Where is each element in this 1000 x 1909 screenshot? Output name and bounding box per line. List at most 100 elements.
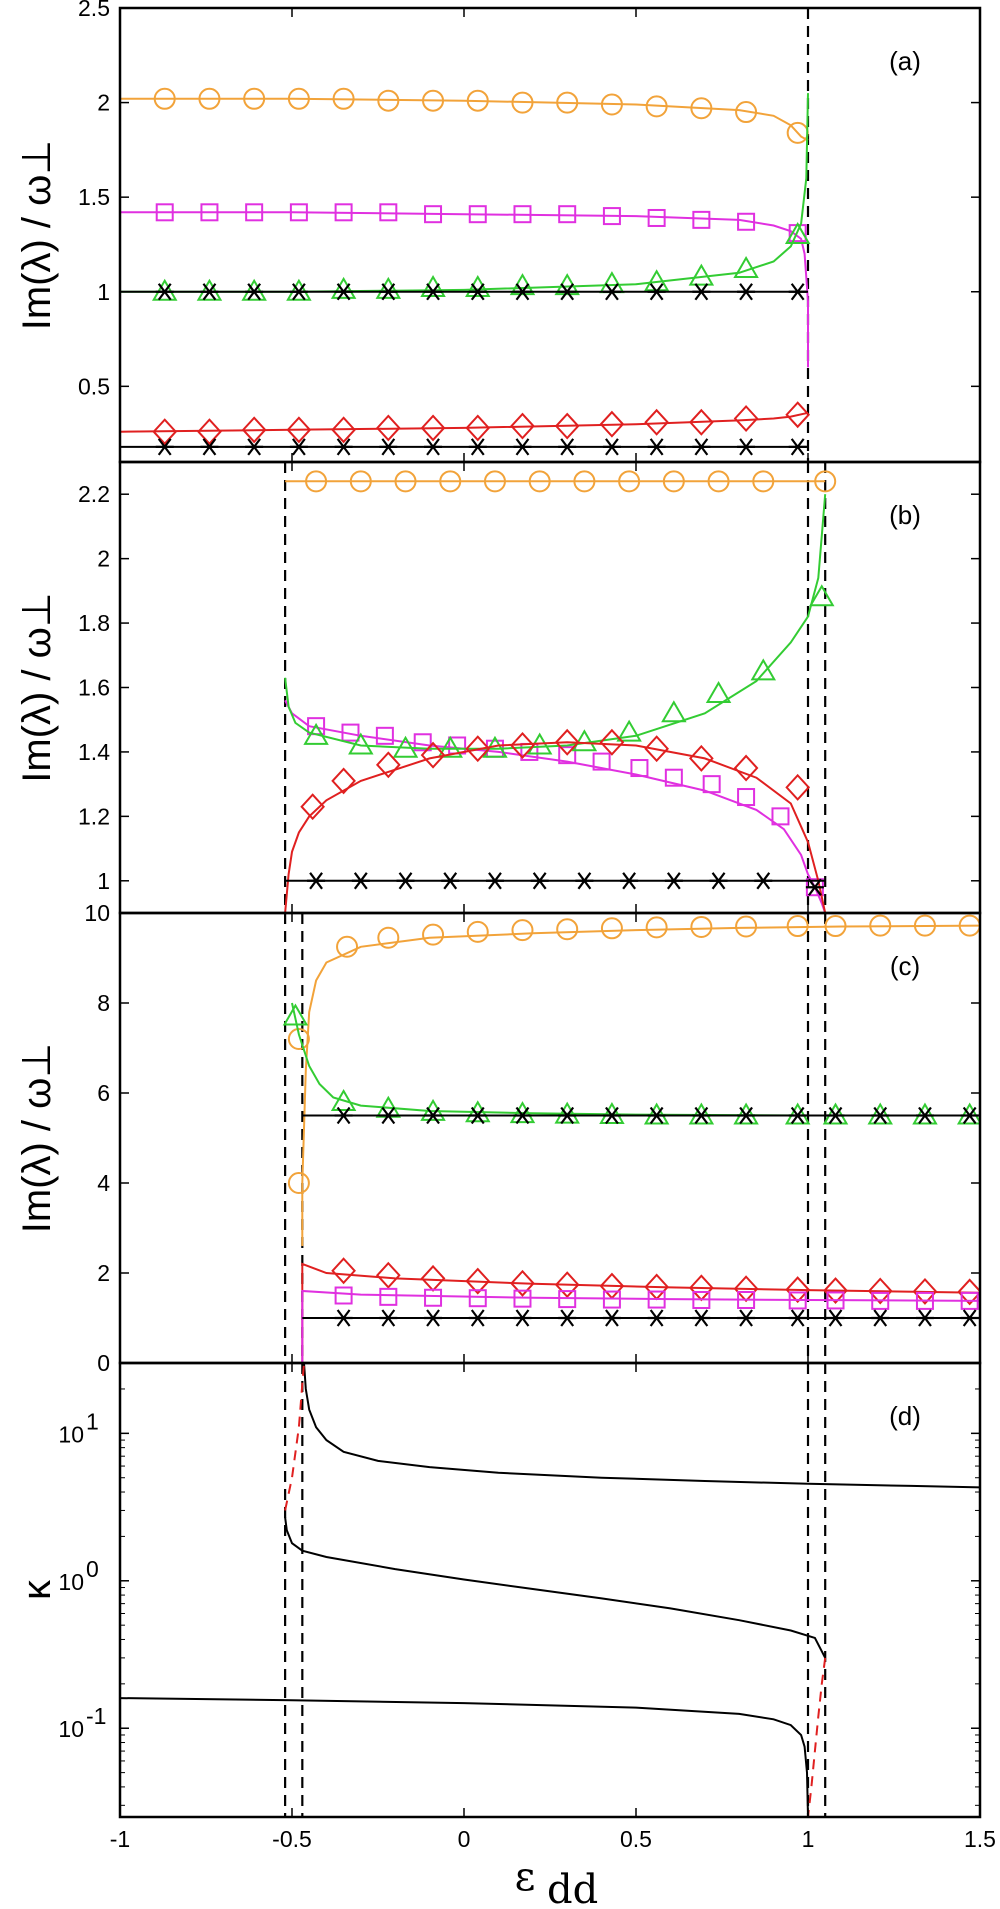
marker-star [468,283,487,301]
marker-circle [511,91,534,114]
marker-diamond [785,1276,811,1304]
marker-star [915,1106,934,1125]
marker-star [692,283,711,301]
y-tick-label: 1.4 [78,739,110,765]
marker-square [558,746,577,765]
y-tick-label: 2 [97,1260,110,1286]
marker-diamond [912,1277,938,1305]
panels: 0.5 1 1.5 2 2.5 (a) Im(λ) / ω⊥ 1 1.2 1.4 1.6 1.8 2 2.… [15,0,996,1909]
marker-circle [483,470,506,493]
marker-circle [573,470,596,493]
series-line-diamond [301,1262,980,1363]
marker-star [424,1309,443,1327]
marker-star [788,1309,807,1327]
y-tick-exponent: -1 [86,1703,106,1729]
marker-circle [618,470,641,493]
x-tick-label: -0.5 [272,1826,312,1852]
marker-star [424,1106,443,1125]
series-line-middle-unstable [807,1657,827,1817]
marker-diamond [420,741,446,769]
marker-star [620,872,639,890]
marker-circle [556,918,579,941]
marker-triangle [750,658,777,681]
marker-circle [645,916,668,939]
marker-triangle [784,1102,811,1125]
marker-circle [556,91,579,114]
marker-diamond [644,735,669,763]
marker-square [289,203,308,222]
marker-square [334,203,353,222]
marker-square [413,733,432,752]
marker-square [647,1290,666,1309]
marker-circle [377,89,400,112]
marker-square [702,775,721,794]
marker-diamond [599,410,625,438]
marker-square [375,726,394,745]
marker-triangle [330,276,357,299]
y-axis-label: Im(λ) / ω⊥ [15,1043,59,1234]
marker-diamond [465,1267,491,1295]
marker-circle [690,97,713,120]
marker-square [200,203,219,222]
marker-star [200,283,219,301]
marker-circle [735,915,758,938]
y-tick-label: 10 [58,1569,84,1595]
axes-frame [118,6,982,464]
marker-star [307,872,326,890]
marker-diamond [197,418,222,446]
x-tick-label: 0 [458,1826,471,1852]
panel-data [120,8,811,462]
marker-diamond [554,1271,580,1299]
marker-circle [528,470,551,493]
marker-star [289,438,308,456]
marker-diamond [152,418,178,446]
marker-square [341,723,360,742]
marker-star [915,1309,934,1327]
y-tick-label: 6 [97,1080,110,1106]
y-tick-label: 1 [97,868,110,894]
marker-star [788,283,807,301]
y-axis-label: Im(λ) / ω⊥ [15,592,59,783]
x-tick-label: -1 [110,1826,130,1852]
marker-diamond [867,1277,893,1305]
marker-diamond [510,412,535,440]
y-tick-label: 4 [97,1170,110,1196]
marker-circle [422,923,445,946]
y-tick-label: 10 [58,1421,84,1447]
marker-star [602,1309,621,1327]
marker-star [245,283,264,301]
axes-frame [118,1361,982,1819]
marker-triangle [809,584,835,607]
marker-square [424,1288,443,1307]
marker-triangle [465,1100,491,1123]
marker-star [647,1106,666,1125]
marker-triangle [616,719,642,742]
marker-square [915,1291,934,1310]
marker-diamond [375,414,401,442]
series-line-diamond [284,741,827,913]
marker-circle [243,87,266,110]
marker-square [737,1291,756,1309]
marker-triangle [643,1102,670,1125]
marker-square [379,203,398,222]
marker-circle [600,93,623,116]
y-tick-label: 1 [97,279,110,305]
marker-diamond [785,773,811,801]
marker-triangle [912,1102,938,1125]
marker-circle [913,914,936,937]
panel-label: (c) [890,951,920,981]
marker-circle [752,470,775,493]
y-tick-label: 10 [58,1716,84,1742]
y-tick-label: 0 [97,1350,110,1376]
marker-square [513,1289,532,1308]
axes-frame [118,460,982,915]
marker-diamond [420,414,446,442]
marker-circle [332,87,355,110]
panel-label: (d) [889,1401,921,1431]
marker-star [334,1309,353,1327]
marker-square [692,1291,711,1309]
marker-star [424,438,443,456]
marker-square [245,203,264,222]
y-tick-label: 1.2 [78,803,110,829]
